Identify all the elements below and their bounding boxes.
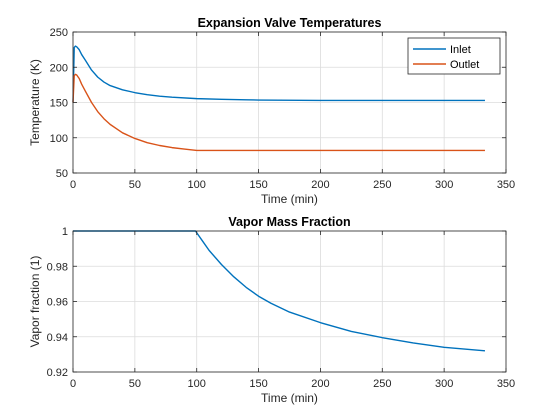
legend-entry-outlet: Outlet bbox=[450, 59, 479, 71]
x-tick-label: 200 bbox=[311, 378, 329, 390]
chart-vapor-mass-fraction: 0 50 100 150 200 250 300 350 0.92 0.94 0.96 0.98 1 Va… bbox=[28, 215, 515, 405]
y-axis-label: Vapor fraction (1) bbox=[28, 256, 42, 348]
x-tick-label: 0 bbox=[70, 179, 76, 191]
x-tick-label: 100 bbox=[188, 179, 206, 191]
chart-title: Expansion Valve Temperatures bbox=[198, 16, 382, 30]
x-tick-label: 350 bbox=[497, 378, 515, 390]
x-tick-label: 350 bbox=[497, 179, 515, 191]
x-axis-label: Time (min) bbox=[261, 391, 318, 405]
x-tick-label: 300 bbox=[435, 378, 453, 390]
y-tick-label: 1 bbox=[62, 226, 68, 238]
legend: Inlet Outlet bbox=[407, 37, 501, 75]
x-tick-label: 150 bbox=[249, 378, 267, 390]
series-line-inlet bbox=[72, 45, 485, 103]
legend-entry-inlet: Inlet bbox=[450, 44, 471, 56]
x-tick-label: 150 bbox=[249, 179, 267, 191]
series-line-outlet bbox=[72, 73, 485, 152]
x-tick-label: 200 bbox=[311, 179, 329, 191]
x-axis-label: Time (min) bbox=[261, 192, 318, 206]
x-tick-label: 100 bbox=[188, 378, 206, 390]
chart-expansion-valve-temperatures: 0 50 100 150 200 250 300 35050100150200250Expan… bbox=[28, 16, 515, 206]
chart-title: Vapor Mass Fraction bbox=[228, 215, 350, 229]
x-tick-label: 50 bbox=[129, 378, 141, 390]
y-tick-label: 150 bbox=[50, 98, 68, 110]
y-tick-label: 0.94 bbox=[47, 332, 68, 344]
legend-box bbox=[407, 37, 501, 75]
x-tick-label: 250 bbox=[373, 179, 391, 191]
y-tick-label: 0.96 bbox=[47, 297, 68, 309]
y-tick-label: 0.92 bbox=[47, 367, 68, 379]
y-tick-label: 0.98 bbox=[47, 261, 68, 273]
x-tick-label: 250 bbox=[373, 378, 391, 390]
x-tick-label: 300 bbox=[435, 179, 453, 191]
x-tick-label: 50 bbox=[129, 179, 141, 191]
y-tick-label: 100 bbox=[50, 133, 68, 145]
y-tick-label: 250 bbox=[50, 27, 68, 39]
x-tick-label: 0 bbox=[70, 378, 76, 390]
y-tick-label: 50 bbox=[56, 168, 68, 180]
y-axis-label: Temperature (K) bbox=[28, 59, 42, 146]
y-tick-label: 200 bbox=[50, 62, 68, 74]
